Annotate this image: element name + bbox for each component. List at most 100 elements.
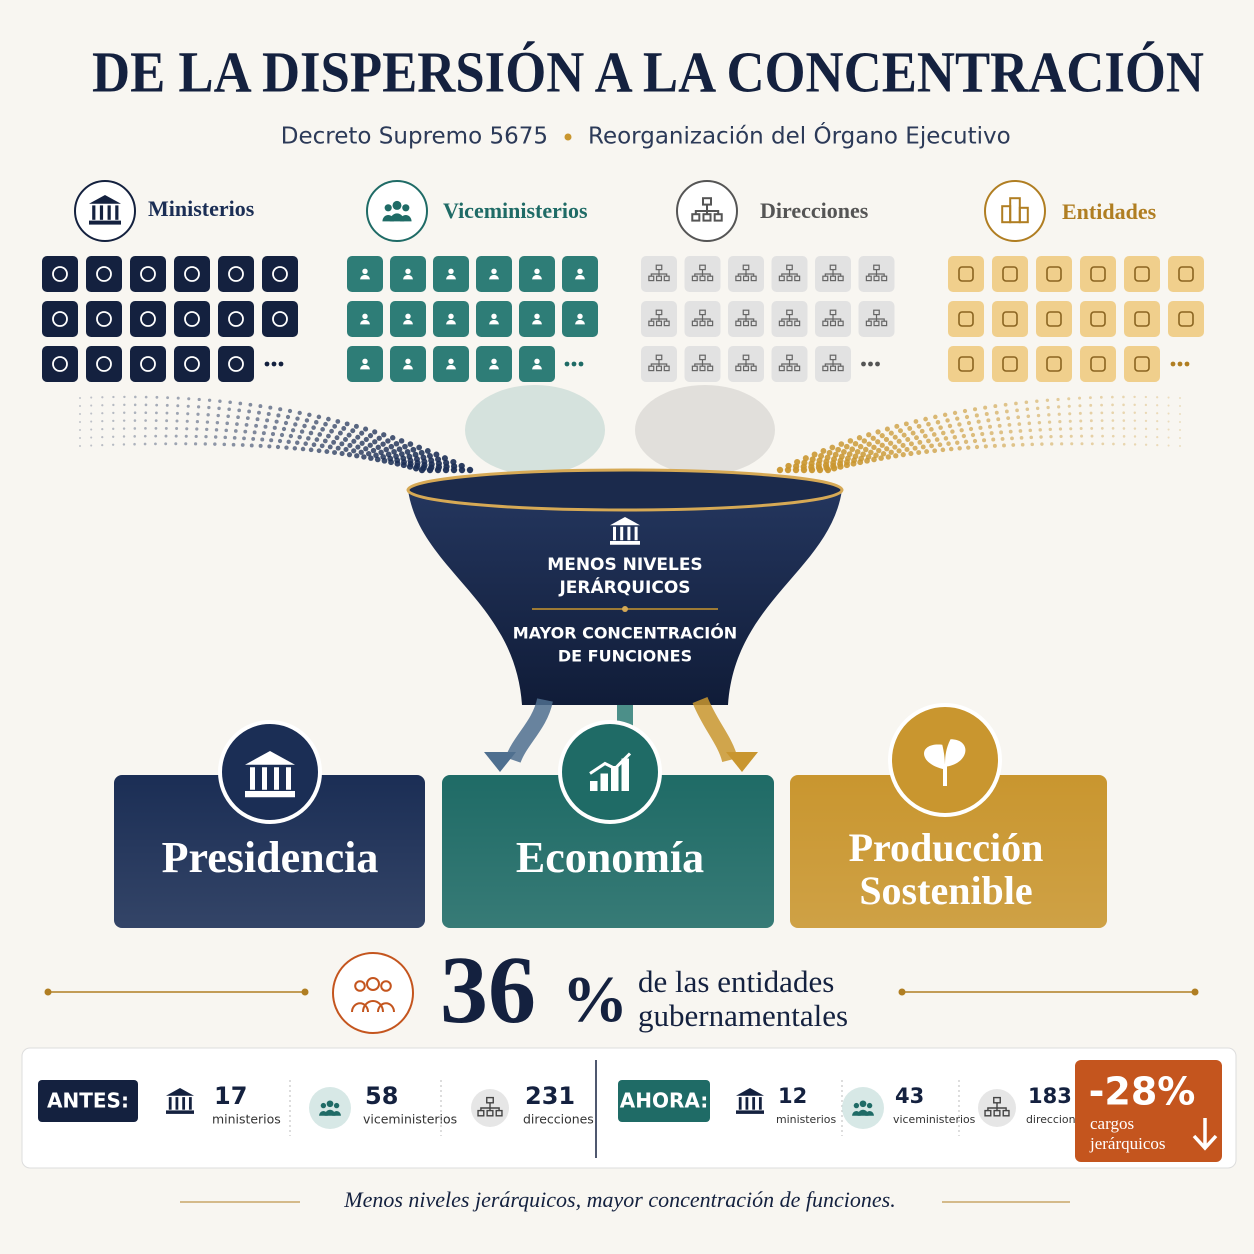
stream-dot xyxy=(358,449,364,455)
icon xyxy=(489,319,499,325)
stream-dot xyxy=(79,405,81,407)
subtitle-left: Decreto Supremo 5675 xyxy=(281,124,548,150)
icon xyxy=(837,320,844,327)
stream-dot xyxy=(367,433,374,439)
stream-dot xyxy=(79,397,81,399)
stream-dot xyxy=(904,446,910,453)
icon xyxy=(320,1102,327,1109)
stream-dot xyxy=(143,442,147,446)
icon xyxy=(794,365,801,372)
icon xyxy=(52,311,68,327)
icon xyxy=(360,274,370,280)
stream-dot xyxy=(450,466,458,474)
icon xyxy=(1134,356,1150,372)
stream-dot xyxy=(404,449,411,455)
stream-dot xyxy=(224,428,228,433)
stream-dot xyxy=(412,465,420,472)
stream-dot xyxy=(1067,404,1071,408)
stream-dot xyxy=(342,436,348,442)
icon xyxy=(489,274,499,280)
stream-dot xyxy=(299,429,305,434)
icon xyxy=(1046,311,1062,327)
stream-dot xyxy=(79,429,81,431)
stream-dot xyxy=(1167,412,1170,415)
group xyxy=(948,180,1204,382)
icon xyxy=(52,266,68,282)
stream-dot xyxy=(176,396,180,400)
stream-dot xyxy=(824,466,832,474)
stream-dot xyxy=(288,433,294,439)
stream-dot xyxy=(876,447,882,454)
stream-dot xyxy=(297,434,302,440)
icon xyxy=(648,320,655,327)
stream-dot xyxy=(302,423,307,429)
stream-dot xyxy=(233,429,238,433)
icon xyxy=(1090,266,1106,282)
stream-dot xyxy=(908,451,914,457)
tile xyxy=(130,256,166,292)
stream-dot xyxy=(270,431,276,437)
tile xyxy=(433,256,469,292)
stream-dot xyxy=(1156,428,1159,431)
tile xyxy=(948,256,984,292)
stream-dot xyxy=(303,441,308,446)
icon xyxy=(707,275,714,282)
stream-dot xyxy=(901,432,907,438)
tile xyxy=(347,256,383,292)
stream-dot xyxy=(943,436,949,441)
stream-dot xyxy=(1067,397,1071,401)
stream-dot xyxy=(372,429,378,435)
stream-dot xyxy=(275,444,281,450)
tile xyxy=(218,256,254,292)
count: 231 xyxy=(525,1082,575,1110)
stream-dot xyxy=(945,418,950,423)
icon xyxy=(532,364,542,370)
stream-dot xyxy=(1078,396,1082,400)
group xyxy=(641,180,895,382)
stream-dot xyxy=(393,441,400,447)
badge xyxy=(618,1080,710,1122)
tile xyxy=(1124,301,1160,337)
stream-dot xyxy=(205,427,209,432)
icon xyxy=(1134,311,1150,327)
icon xyxy=(89,220,121,225)
stream-dot xyxy=(266,412,271,417)
tile xyxy=(262,256,298,292)
stream-dot xyxy=(892,434,898,440)
count-label: direcciones xyxy=(523,1112,594,1127)
stream-dot xyxy=(276,413,281,418)
tile xyxy=(218,346,254,382)
stream-dot xyxy=(418,466,426,474)
group-label: Entidades xyxy=(1062,199,1157,224)
count-label: viceministerios xyxy=(893,1113,976,1126)
stream-dot xyxy=(1005,409,1009,414)
stream-dot xyxy=(341,426,347,431)
stream-dot xyxy=(1036,413,1041,418)
stream-dot xyxy=(193,442,198,446)
stream-dot xyxy=(391,448,397,455)
stream-dot xyxy=(434,466,442,474)
stream-dot xyxy=(228,400,232,405)
tile xyxy=(86,256,122,292)
icon xyxy=(786,275,793,282)
stream-dot xyxy=(227,407,231,412)
stream-dot xyxy=(1133,395,1136,399)
stream-dot xyxy=(375,444,382,451)
stream-dot xyxy=(144,403,148,407)
icon xyxy=(99,205,104,220)
stream-dot xyxy=(923,416,928,422)
stream-dot xyxy=(370,447,377,454)
stream-dot xyxy=(1006,416,1011,421)
stream-dot xyxy=(213,435,218,439)
stream-dot xyxy=(1179,429,1181,431)
stream-dot xyxy=(154,434,158,438)
icon xyxy=(360,364,370,370)
stream-dot xyxy=(324,449,330,455)
stream-dot xyxy=(1047,413,1051,417)
icon xyxy=(486,1109,494,1117)
stream-dot xyxy=(337,430,343,436)
stream-dot xyxy=(1112,442,1115,446)
stream-dot xyxy=(327,444,333,450)
icon xyxy=(750,320,757,327)
stream-dot xyxy=(331,439,337,445)
